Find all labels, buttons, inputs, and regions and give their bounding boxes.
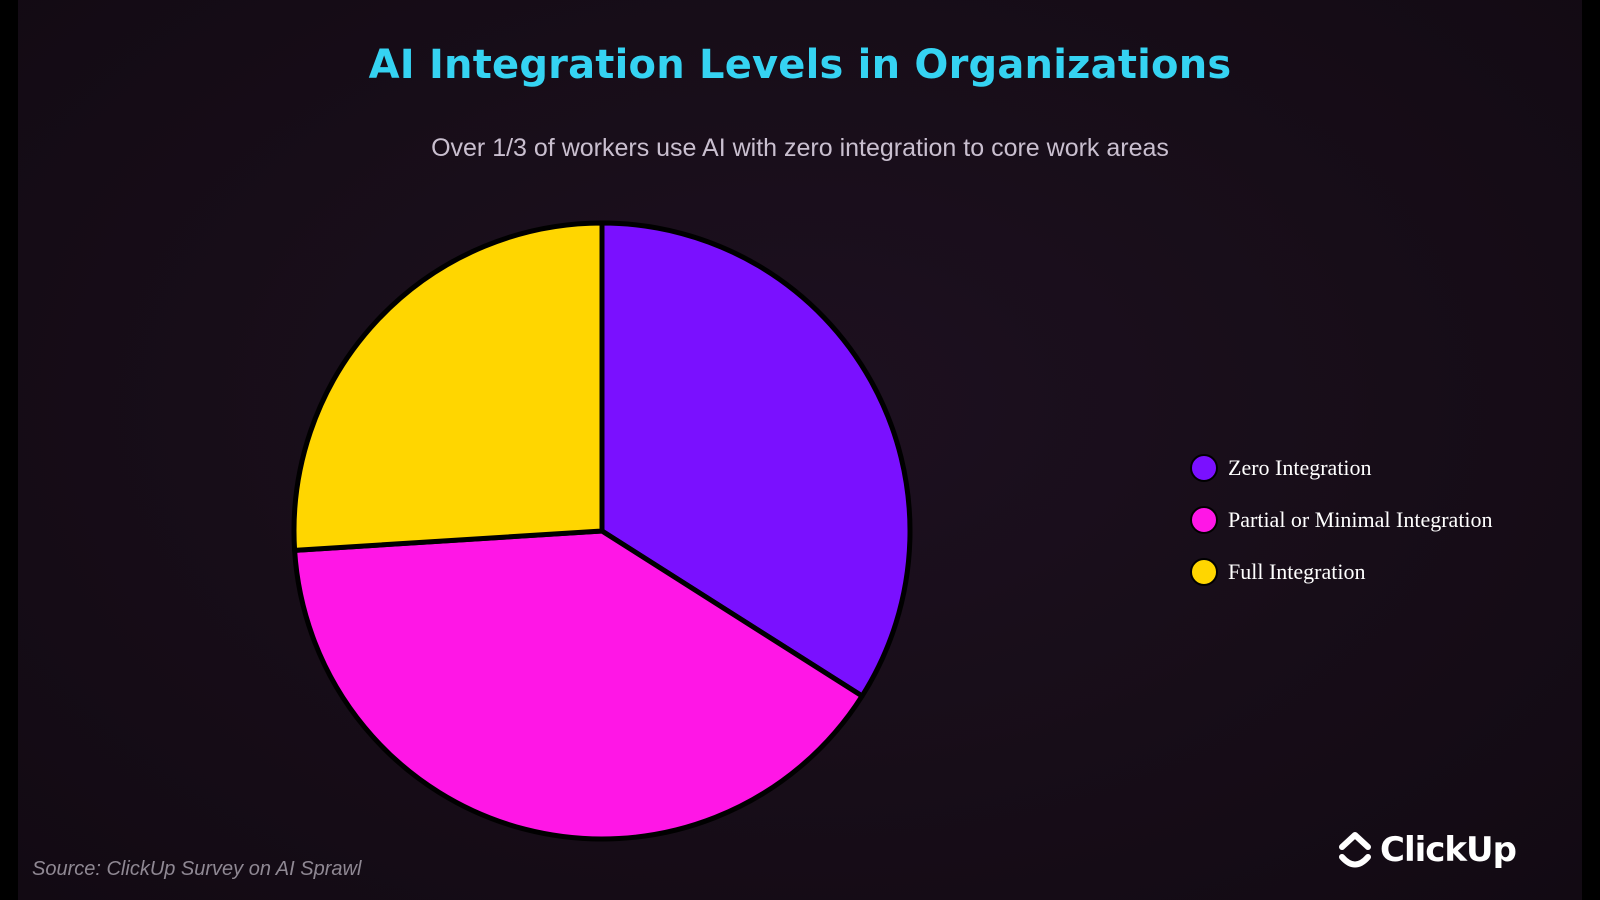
legend-swatch-icon — [1190, 558, 1218, 586]
chart-frame: AI Integration Levels in Organizations O… — [18, 0, 1582, 900]
legend-label: Partial or Minimal Integration — [1228, 507, 1493, 532]
legend-label: Full Integration — [1228, 559, 1366, 584]
brand-logo: ClickUp — [1338, 830, 1517, 870]
pie-slice-partial-or-minimal-integration — [292, 528, 865, 842]
pie-slice-full-integration — [291, 220, 605, 553]
source-note: Source: ClickUp Survey on AI Sprawl — [32, 858, 362, 880]
legend-label: Zero Integration — [1228, 455, 1372, 480]
chart-title: AI Integration Levels in Organizations — [368, 42, 1232, 88]
legend-item: Full Integration — [1190, 556, 1493, 588]
chart-legend: Zero Integration Partial or Minimal Inte… — [1190, 452, 1493, 608]
legend-swatch-icon — [1190, 506, 1218, 534]
brand-name: ClickUp — [1380, 830, 1517, 870]
legend-item: Zero Integration — [1190, 452, 1493, 484]
clickup-logo-icon — [1339, 832, 1371, 868]
chart-subtitle: Over 1/3 of workers use AI with zero int… — [431, 134, 1169, 162]
legend-item: Partial or Minimal Integration — [1190, 504, 1493, 536]
pie-chart — [291, 220, 913, 842]
legend-swatch-icon — [1190, 454, 1218, 482]
